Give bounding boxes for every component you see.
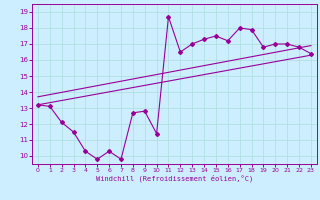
- X-axis label: Windchill (Refroidissement éolien,°C): Windchill (Refroidissement éolien,°C): [96, 175, 253, 182]
